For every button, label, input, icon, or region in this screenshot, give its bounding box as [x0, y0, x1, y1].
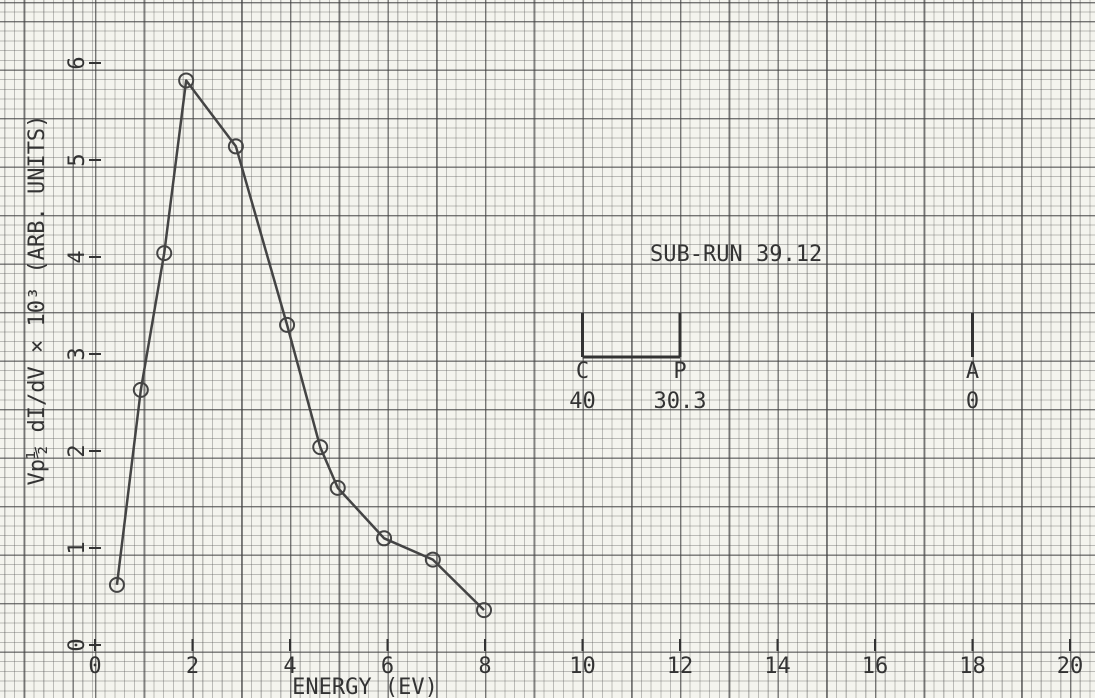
- x-axis-label: ENERGY (EV): [292, 675, 438, 698]
- curve: [115, 79, 485, 611]
- data-point: [279, 316, 296, 333]
- y-tick-label: 2: [65, 444, 90, 457]
- x-tick-label: 8: [478, 654, 491, 679]
- y-tick-label: 1: [65, 541, 90, 554]
- marker-label: 40: [569, 389, 596, 414]
- data-point: [476, 602, 493, 619]
- data-point: [108, 576, 125, 593]
- data-point: [312, 439, 329, 456]
- y-tick-label: 6: [65, 56, 90, 69]
- marker-name: A: [966, 359, 979, 384]
- x-tick-label: 4: [283, 654, 296, 679]
- y-tick-label: 4: [65, 250, 90, 263]
- y-axis-label: Vp½ dI/dV × 10³ (ARB. UNITS): [25, 115, 50, 486]
- data-point: [156, 245, 173, 262]
- data-point: [376, 530, 393, 547]
- x-tick-label: 2: [186, 654, 199, 679]
- y-tick-label: 0: [65, 638, 90, 651]
- marker-name: C: [576, 359, 589, 384]
- x-tick-label: 12: [667, 654, 694, 679]
- marker-name: P: [673, 359, 686, 384]
- marker-label: 30.3: [654, 389, 707, 414]
- y-tick-label: 5: [65, 153, 90, 166]
- data-point: [424, 551, 441, 568]
- x-tick-label: 18: [959, 654, 986, 679]
- x-tick-label: 10: [569, 654, 596, 679]
- data-point: [227, 138, 244, 155]
- x-tick-label: 6: [381, 654, 394, 679]
- data-point: [178, 72, 195, 89]
- x-tick-label: 20: [1057, 654, 1084, 679]
- marker-label: 0: [966, 389, 979, 414]
- x-tick-label: 0: [88, 654, 101, 679]
- y-tick-label: 3: [65, 347, 90, 360]
- annotation: SUB-RUN 39.12: [650, 242, 822, 267]
- data-point: [132, 381, 149, 398]
- x-tick-label: 14: [764, 654, 791, 679]
- data-point: [329, 479, 346, 496]
- x-tick-label: 16: [862, 654, 889, 679]
